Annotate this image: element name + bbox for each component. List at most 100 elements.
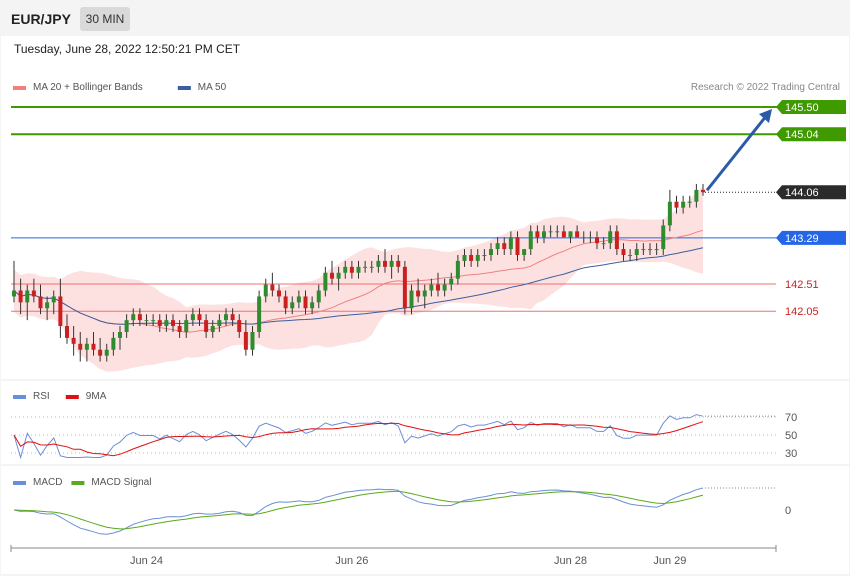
x-tick-label: Jun 24 (130, 555, 163, 567)
candle (323, 272, 328, 291)
candle (455, 260, 460, 279)
candle (575, 231, 580, 238)
candle (270, 284, 275, 291)
rsi-tick-label: 50 (785, 430, 797, 442)
candle (475, 255, 480, 261)
candle (177, 326, 182, 332)
candle (634, 249, 639, 255)
candle (111, 337, 116, 350)
candle (356, 266, 361, 273)
candle (250, 331, 255, 350)
candle (628, 255, 633, 256)
candle (555, 231, 560, 233)
level-tag-0 (776, 100, 846, 114)
candle (363, 266, 368, 268)
candle (38, 296, 43, 309)
candle (595, 237, 599, 244)
candle (416, 290, 421, 297)
candle (131, 314, 136, 321)
candle (124, 320, 129, 332)
x-tick-label: Jun 26 (335, 555, 368, 567)
candle (701, 189, 705, 193)
candle (422, 290, 427, 297)
candle (224, 314, 228, 321)
rsi-tick-label: 70 (785, 412, 797, 424)
candle (343, 266, 348, 273)
candle (237, 320, 242, 332)
candle (436, 284, 440, 291)
candle (522, 249, 527, 255)
candle (528, 231, 533, 250)
rsi-panel (1, 381, 849, 464)
candle (502, 243, 507, 250)
candle (151, 320, 156, 322)
candle (608, 231, 613, 244)
candle (687, 201, 692, 203)
candle (204, 320, 209, 332)
candle (84, 343, 89, 350)
timeframe-badge[interactable]: 30 MIN (80, 7, 130, 31)
candle (98, 349, 103, 356)
macd-panel (1, 466, 849, 574)
candle (641, 249, 646, 251)
candle (18, 290, 23, 303)
legend-swatch (71, 481, 85, 485)
candle (648, 249, 652, 251)
level-tag-1 (776, 127, 846, 142)
candle (349, 266, 354, 273)
candle (65, 326, 69, 338)
legend-swatch (13, 86, 26, 90)
level-label-5: 142.05 (785, 306, 819, 318)
macd-line (13, 487, 704, 535)
level-label-4: 142.51 (785, 279, 819, 291)
copyright-text: Research © 2022 Trading Central (691, 82, 840, 93)
candle (694, 189, 699, 202)
macd-signal-line (13, 490, 704, 530)
price-panel: Tuesday, June 28, 2022 12:50:21 PM CET (1, 36, 849, 379)
candle (303, 296, 308, 309)
rsi-tick-label: 30 (785, 448, 797, 460)
candle (71, 337, 76, 344)
candle (157, 320, 162, 327)
legend-label: MA 50 (198, 82, 227, 93)
projection-arrowhead (759, 109, 772, 123)
candle (336, 272, 341, 279)
candle (197, 314, 202, 321)
level-label-3: 143.29 (785, 233, 819, 245)
candle (58, 296, 63, 327)
candle (389, 260, 394, 267)
candle (515, 237, 520, 255)
candle (171, 320, 175, 327)
projection-arrow (705, 114, 769, 192)
candle (409, 290, 414, 309)
candle (217, 320, 222, 327)
candle (31, 290, 36, 297)
candle (568, 231, 573, 238)
level-tag-3 (776, 230, 846, 245)
candle (210, 326, 215, 332)
candle (316, 290, 321, 303)
candle (449, 278, 454, 285)
candle (118, 331, 122, 338)
rsi-ma-line (13, 421, 704, 457)
candle (614, 231, 619, 250)
x-tick-label: Jun 29 (653, 555, 686, 567)
candle (277, 290, 281, 297)
symbol-title: EUR/JPY (11, 11, 71, 27)
candle (654, 249, 659, 251)
candle (661, 225, 666, 250)
level-label-2: 144.06 (785, 187, 819, 199)
chart-header: EUR/JPY 30 MIN (0, 0, 850, 36)
candle (230, 314, 235, 321)
candle (482, 255, 487, 256)
legend-label: 9MA (86, 391, 107, 402)
candle (184, 320, 189, 332)
candle (495, 243, 500, 250)
candle (290, 302, 295, 309)
candle (144, 320, 149, 322)
rsi-line (13, 414, 704, 460)
level-tag-2 (776, 185, 846, 200)
candle (51, 296, 56, 303)
candle (243, 331, 248, 350)
candle (104, 349, 109, 356)
